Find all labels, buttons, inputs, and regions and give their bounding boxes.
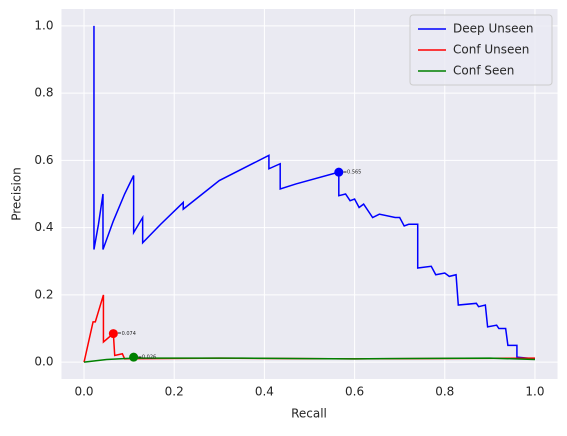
point-marker [108,329,118,339]
x-tick-label: 0.4 [255,385,274,399]
y-axis-label: Precision [10,167,24,221]
x-axis-label: Recall [291,407,327,421]
x-tick-label: 0.6 [345,385,364,399]
point-label: F1=0.565 [337,170,362,176]
y-tick-label: 1.0 [34,18,53,32]
y-tick-label: 0.4 [34,220,53,234]
legend-label: Conf Unseen [453,43,529,57]
x-tick-label: 0.2 [165,385,184,399]
point-marker [334,167,344,177]
series-line [93,25,536,360]
y-tick-label: 0.0 [34,355,53,369]
point-label: F1=0.026 [132,355,157,361]
x-tick-label: 0.8 [435,385,454,399]
series-line [83,357,535,363]
x-tick-label: 1.0 [525,385,544,399]
x-tick-label: 0.0 [74,385,93,399]
legend-label: Conf Seen [453,64,514,78]
legend-box [409,14,553,86]
y-tick-label: 0.2 [34,287,53,301]
legend-label: Deep Unseen [453,22,533,36]
y-tick-label: 0.6 [34,153,53,167]
point-marker [129,352,139,362]
y-tick-label: 0.8 [34,86,53,100]
point-label: F1=0.074 [111,331,136,337]
